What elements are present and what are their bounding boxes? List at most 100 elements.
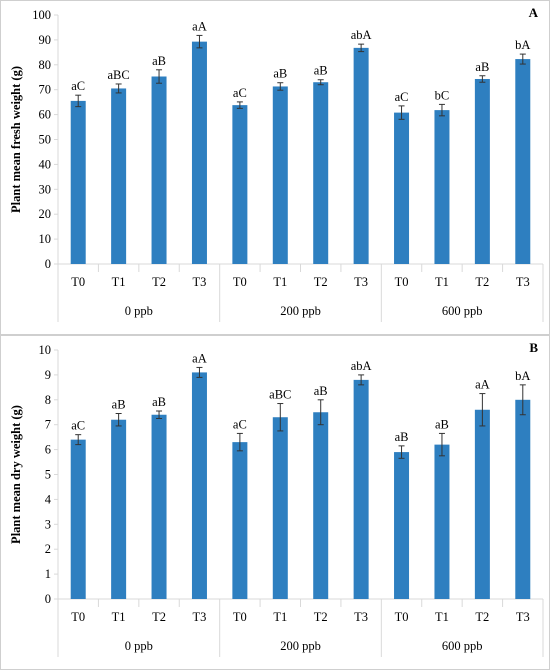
chart-panel-b: 0 1 2 3 4 5 6 7 8 9 10 B Plant mean dry weight (g) aC… bbox=[0, 335, 550, 670]
panel-letter: A bbox=[529, 5, 539, 20]
x-category-label: T2 bbox=[475, 275, 489, 289]
significance-label: aB bbox=[475, 60, 489, 74]
y-tick-label: 8 bbox=[45, 393, 51, 407]
x-category-label: T0 bbox=[395, 275, 409, 289]
bar bbox=[70, 439, 86, 599]
y-tick-label: 20 bbox=[39, 207, 52, 221]
significance-label: aB bbox=[395, 430, 409, 444]
x-category-label: T2 bbox=[152, 610, 166, 624]
y-tick-label: 2 bbox=[45, 542, 51, 556]
y-tick-label: 70 bbox=[39, 83, 52, 97]
bar bbox=[272, 417, 288, 599]
bar bbox=[151, 76, 167, 265]
y-tick-label: 40 bbox=[39, 157, 52, 171]
fresh-weight-chart: 0 10 20 30 40 50 60 70 80 90 100 A Plant mean fresh … bbox=[0, 0, 550, 335]
significance-label: abA bbox=[351, 28, 372, 42]
x-category-label: T1 bbox=[112, 610, 126, 624]
significance-label: aC bbox=[395, 90, 409, 104]
significance-label: aC bbox=[233, 417, 247, 431]
bar bbox=[474, 78, 490, 264]
x-category-label: T0 bbox=[71, 275, 85, 289]
significance-label: aA bbox=[475, 378, 490, 392]
y-axis-title: Plant mean fresh weight (g) bbox=[9, 66, 23, 213]
y-tick-label: 6 bbox=[45, 443, 51, 457]
y-axis-title: Plant mean dry weight (g) bbox=[9, 405, 23, 544]
x-category-label: T2 bbox=[152, 275, 166, 289]
bar bbox=[313, 82, 329, 264]
significance-label: aB bbox=[112, 397, 126, 411]
x-group-label: 200 ppb bbox=[280, 304, 321, 318]
y-tick-label: 100 bbox=[32, 8, 51, 22]
significance-label: aB bbox=[314, 384, 328, 398]
bar bbox=[313, 412, 329, 599]
x-category-label: T2 bbox=[314, 610, 328, 624]
y-tick-label: 90 bbox=[39, 33, 52, 47]
significance-label: aA bbox=[192, 351, 207, 365]
significance-label: bC bbox=[435, 88, 450, 102]
bar bbox=[111, 88, 127, 264]
x-group-label: 600 ppb bbox=[442, 304, 483, 318]
bar bbox=[515, 59, 531, 265]
x-category-label: T3 bbox=[516, 610, 530, 624]
x-group-label: 600 ppb bbox=[442, 639, 483, 653]
x-category-label: T3 bbox=[354, 275, 368, 289]
dry-weight-chart: 0 1 2 3 4 5 6 7 8 9 10 B Plant mean dry weight (g) aC… bbox=[0, 335, 550, 670]
significance-label: aB bbox=[152, 54, 166, 68]
x-category-label: T3 bbox=[193, 610, 207, 624]
y-tick-label: 60 bbox=[39, 108, 52, 122]
x-group-label: 200 ppb bbox=[280, 639, 321, 653]
x-group-label: 0 ppb bbox=[125, 639, 153, 653]
significance-label: aB bbox=[152, 395, 166, 409]
y-tick-label: 4 bbox=[45, 492, 52, 506]
y-tick-label: 30 bbox=[39, 182, 52, 196]
y-tick-label: 0 bbox=[45, 257, 51, 271]
bar bbox=[232, 442, 248, 599]
significance-label: aC bbox=[233, 86, 247, 100]
significance-label: aBC bbox=[108, 68, 130, 82]
x-category-label: T0 bbox=[233, 610, 247, 624]
bar bbox=[70, 100, 86, 264]
chart-panel-a: 0 10 20 30 40 50 60 70 80 90 100 A Plant mean fresh … bbox=[0, 0, 550, 335]
significance-label: aA bbox=[192, 19, 207, 33]
bar bbox=[111, 419, 127, 599]
significance-label: aC bbox=[71, 419, 85, 433]
bar bbox=[394, 452, 410, 599]
x-category-label: T1 bbox=[273, 275, 287, 289]
significance-label: aB bbox=[314, 64, 328, 78]
significance-label: aB bbox=[273, 67, 287, 81]
x-category-label: T2 bbox=[475, 610, 489, 624]
significance-label: bA bbox=[515, 38, 530, 52]
x-category-label: T0 bbox=[395, 610, 409, 624]
significance-label: abA bbox=[351, 359, 372, 373]
bar bbox=[353, 379, 369, 599]
bar bbox=[232, 105, 248, 264]
bar bbox=[151, 414, 167, 599]
y-tick-label: 10 bbox=[39, 232, 52, 246]
y-tick-label: 7 bbox=[45, 418, 51, 432]
bar bbox=[191, 372, 207, 599]
x-category-label: T0 bbox=[233, 275, 247, 289]
significance-label: aB bbox=[435, 417, 449, 431]
significance-label: bA bbox=[515, 369, 530, 383]
x-category-label: T1 bbox=[435, 275, 449, 289]
x-category-label: T1 bbox=[112, 275, 126, 289]
x-group-label: 0 ppb bbox=[125, 304, 153, 318]
x-category-label: T2 bbox=[314, 275, 328, 289]
x-category-label: T3 bbox=[516, 275, 530, 289]
significance-label: aC bbox=[71, 79, 85, 93]
y-tick-label: 80 bbox=[39, 58, 52, 72]
x-category-label: T0 bbox=[71, 610, 85, 624]
y-tick-label: 1 bbox=[45, 567, 51, 581]
bar bbox=[474, 409, 490, 599]
significance-label: aBC bbox=[269, 388, 291, 402]
y-tick-label: 9 bbox=[45, 368, 51, 382]
y-tick-label: 0 bbox=[45, 592, 51, 606]
x-category-label: T1 bbox=[273, 610, 287, 624]
bar bbox=[353, 47, 369, 265]
y-tick-label: 10 bbox=[39, 343, 52, 357]
bar bbox=[434, 110, 450, 264]
x-category-label: T3 bbox=[354, 610, 368, 624]
x-category-label: T3 bbox=[193, 275, 207, 289]
panel-letter: B bbox=[529, 340, 538, 355]
y-tick-label: 3 bbox=[45, 517, 51, 531]
